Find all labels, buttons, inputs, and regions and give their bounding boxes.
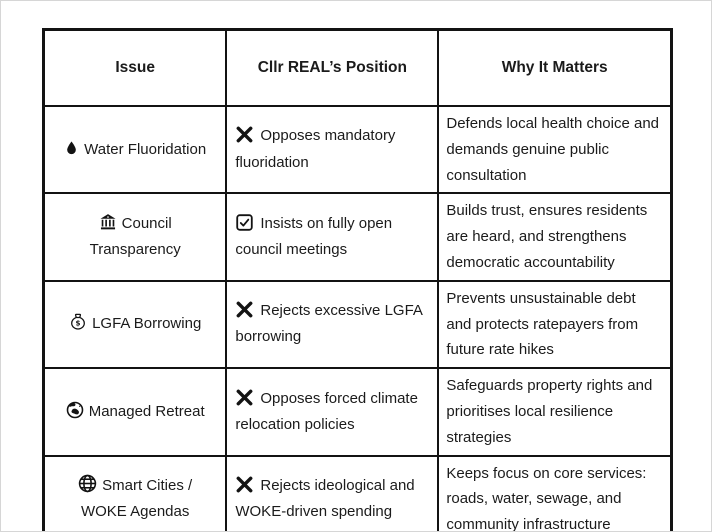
cross-mark-icon (235, 300, 254, 319)
cross-mark-icon (235, 125, 254, 144)
svg-text:$: $ (76, 319, 81, 328)
header-row: Issue Cllr REAL’s Position Why It Matter… (42, 28, 673, 107)
earth-globe-icon (66, 401, 84, 419)
position-cell: Opposes mandatory fluoridation (225, 104, 440, 195)
table-row: Water Fluoridation Opposes mandatory flu… (42, 104, 673, 195)
issue-cell: Managed Retreat (42, 367, 228, 457)
checkbox-check-icon (235, 213, 254, 232)
position-label: Opposes forced climate relocation polici… (235, 389, 418, 433)
position-cell: Rejects ideological and WOKE-driven spen… (225, 454, 440, 531)
position-label: Rejects excessive LGFA borrowing (235, 302, 423, 346)
table-row: $ LGFA Borrowing Rejects excessive LGFA b… (42, 279, 673, 370)
policy-comparison-table: Issue Cllr REAL’s Position Why It Matter… (42, 28, 673, 532)
why-cell: Keeps focus on core services: roads, wat… (437, 454, 673, 532)
column-header-issue: Issue (42, 28, 228, 107)
why-label: Prevents unsustainable debt and protects… (446, 289, 639, 359)
issue-cell: Water Fluoridation (42, 104, 228, 195)
table-row: Managed Retreat Opposes forced climate r… (42, 367, 673, 457)
why-label: Defends local health choice and demands … (446, 115, 660, 184)
column-header-position: Cllr REAL’s Position (225, 28, 440, 107)
issue-label: Council Transparency (89, 214, 181, 259)
issue-label: Managed Retreat (88, 402, 205, 420)
issue-label: Water Fluoridation (84, 140, 207, 158)
issue-cell: Smart Cities / WOKE Agendas (42, 454, 228, 531)
why-cell: Builds trust, ensures residents are hear… (437, 192, 673, 282)
position-label: Insists on fully open council meetings (235, 214, 393, 259)
issue-label: LGFA Borrowing (92, 315, 202, 333)
bank-icon (99, 213, 117, 231)
why-cell: Safeguards property rights and prioritis… (437, 367, 673, 457)
why-label: Builds trust, ensures residents are hear… (446, 202, 648, 271)
why-label: Safeguards property rights and prioritis… (446, 377, 653, 446)
cross-mark-icon (235, 388, 254, 407)
issue-cell: $ LGFA Borrowing (42, 279, 228, 370)
why-cell: Defends local health choice and demands … (437, 104, 673, 195)
why-label: Keeps focus on core services: roads, wat… (446, 464, 647, 532)
position-label: Rejects ideological and WOKE-driven spen… (235, 477, 415, 521)
droplet-icon (64, 139, 79, 157)
issue-cell: Council Transparency (42, 192, 228, 282)
position-cell: Insists on fully open council meetings (225, 192, 440, 282)
globe-meridians-icon (78, 474, 97, 493)
table-row: Smart Cities / WOKE Agendas Rejects ideo… (42, 454, 673, 532)
column-header-why-it-matters: Why It Matters (437, 28, 673, 107)
cross-mark-icon (235, 475, 254, 494)
position-label: Opposes mandatory fluoridation (235, 127, 396, 171)
table-row: Council Transparency Insists on fully op… (42, 192, 673, 282)
why-cell: Prevents unsustainable debt and protects… (437, 279, 673, 370)
position-cell: Rejects excessive LGFA borrowing (225, 279, 440, 370)
position-cell: Opposes forced climate relocation polici… (225, 367, 440, 457)
issue-label: Smart Cities / WOKE Agendas (80, 477, 193, 521)
money-bag-icon: $ (69, 312, 87, 331)
